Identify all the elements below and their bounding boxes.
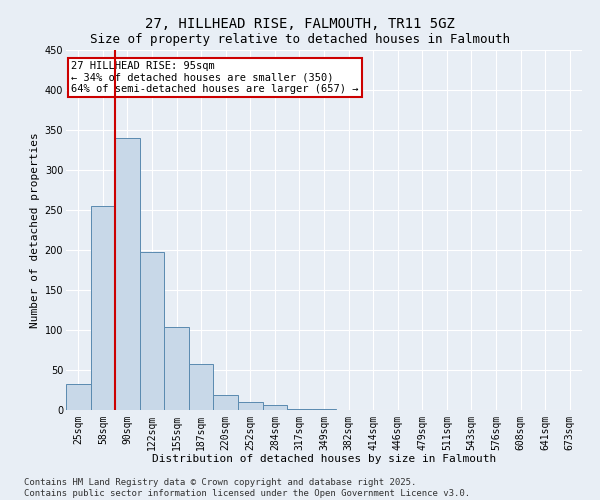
Text: Contains HM Land Registry data © Crown copyright and database right 2025.
Contai: Contains HM Land Registry data © Crown c… — [24, 478, 470, 498]
Bar — [263, 405, 287, 410]
Text: 27, HILLHEAD RISE, FALMOUTH, TR11 5GZ: 27, HILLHEAD RISE, FALMOUTH, TR11 5GZ — [145, 18, 455, 32]
Bar — [312, 409, 336, 410]
Bar — [238, 402, 263, 410]
Bar — [91, 206, 115, 410]
Bar — [164, 327, 189, 410]
Text: 27 HILLHEAD RISE: 95sqm
← 34% of detached houses are smaller (350)
64% of semi-d: 27 HILLHEAD RISE: 95sqm ← 34% of detache… — [71, 61, 359, 94]
Text: Size of property relative to detached houses in Falmouth: Size of property relative to detached ho… — [90, 32, 510, 46]
Bar — [189, 364, 214, 410]
Bar — [115, 138, 140, 410]
Bar — [214, 395, 238, 410]
Bar — [140, 252, 164, 410]
Y-axis label: Number of detached properties: Number of detached properties — [31, 132, 40, 328]
X-axis label: Distribution of detached houses by size in Falmouth: Distribution of detached houses by size … — [152, 454, 496, 464]
Bar — [66, 384, 91, 410]
Bar — [287, 409, 312, 410]
